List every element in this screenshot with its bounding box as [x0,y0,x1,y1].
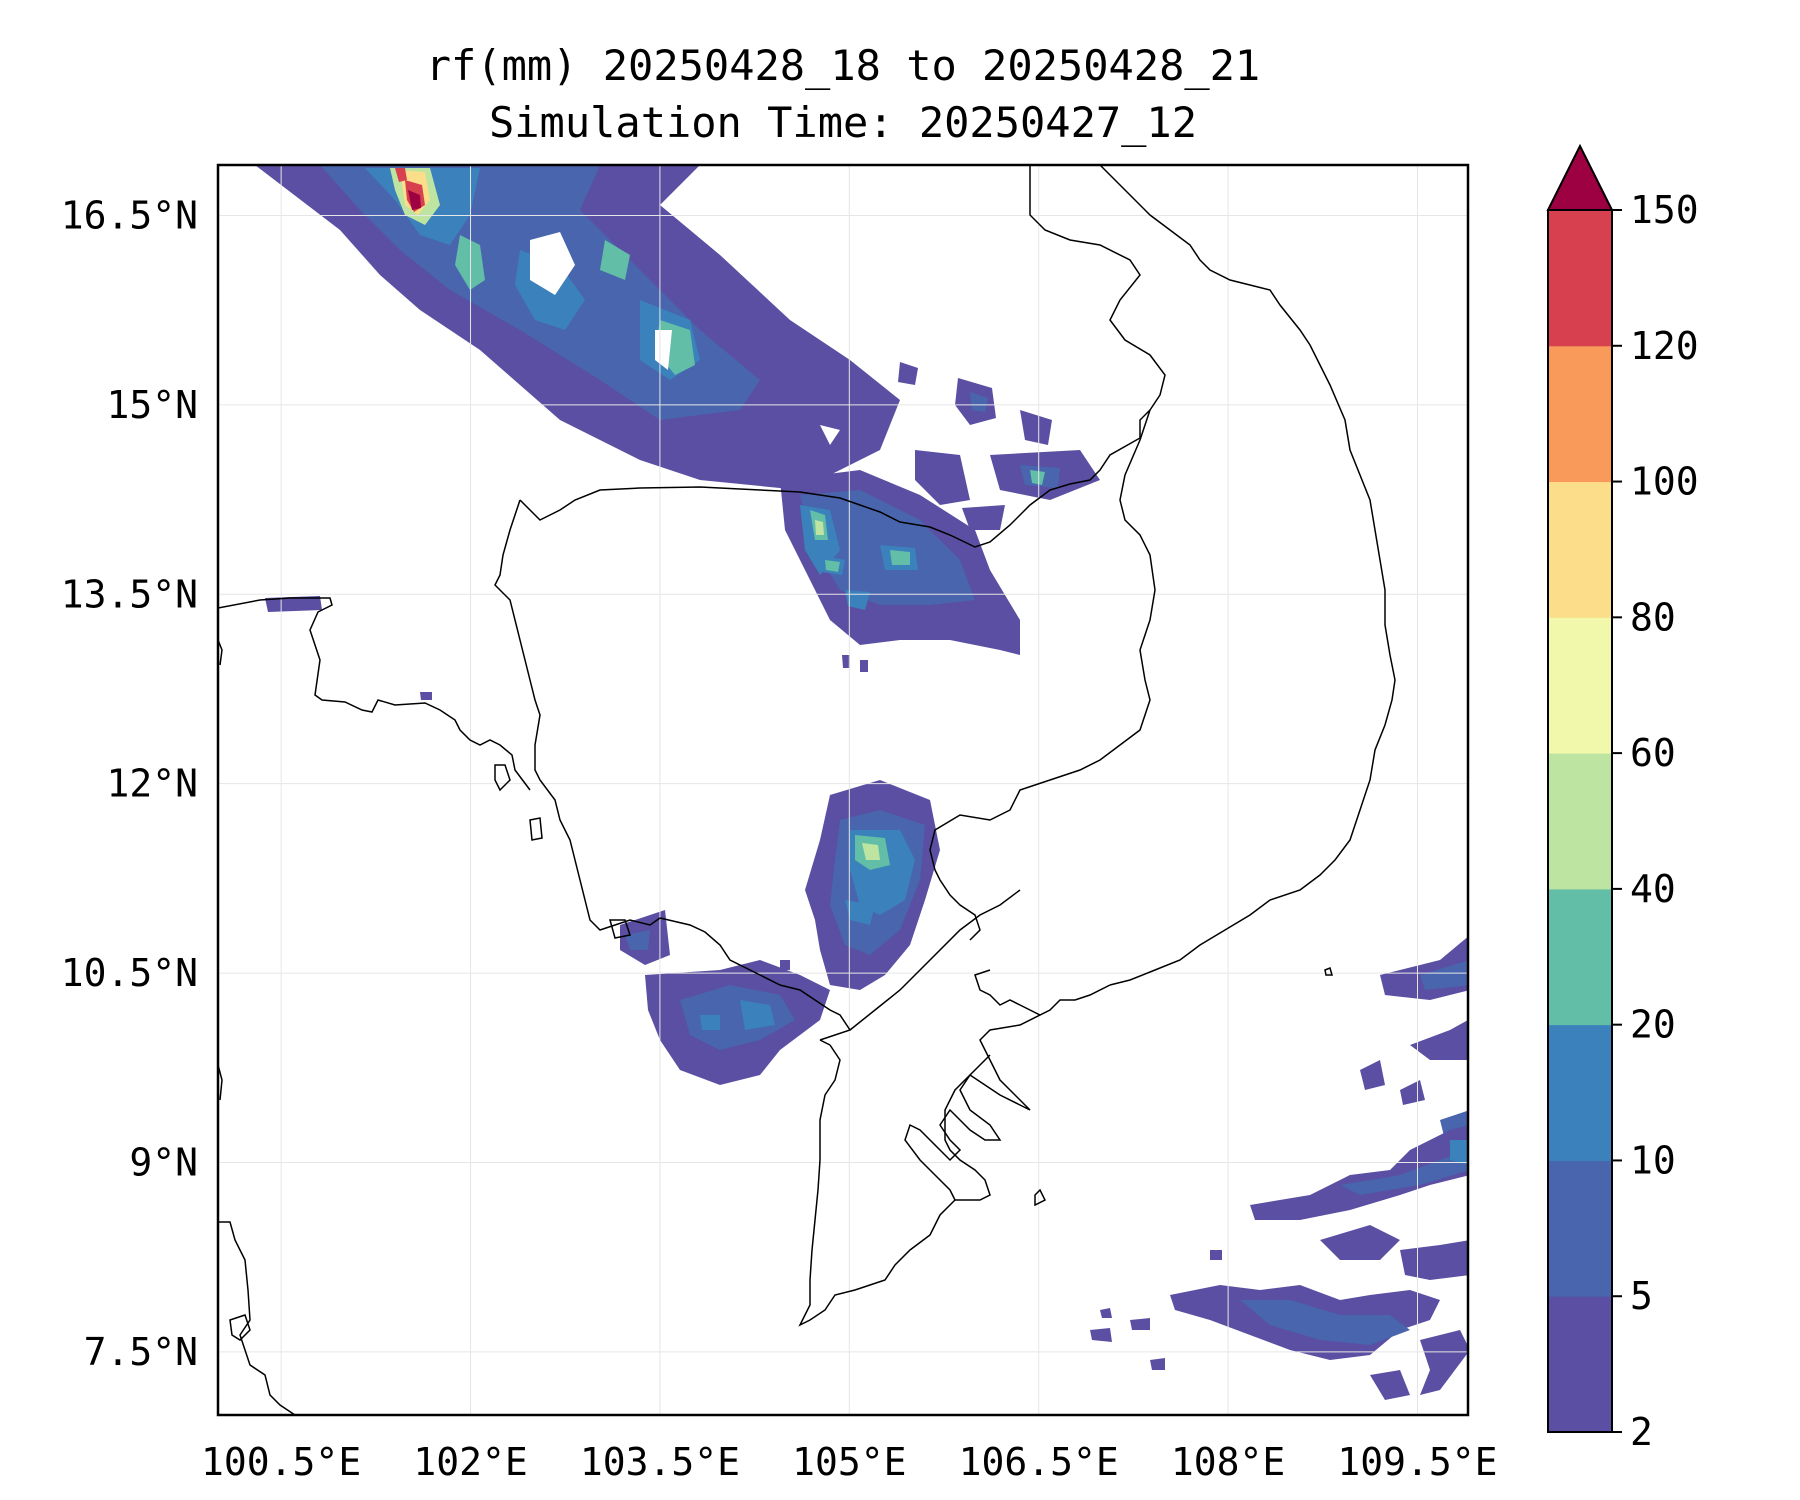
lat-tick-label: 16.5°N [61,194,198,238]
lat-tick-label: 9°N [129,1140,198,1184]
rain-blob-south [805,660,940,990]
lon-tick-label: 108°E [1171,1440,1285,1484]
lat-tick-label: 7.5°N [84,1330,198,1374]
colorbar-segment [1548,617,1612,754]
lat-tick-label: 12°N [106,762,198,806]
colorbar-tick-label: 10 [1630,1138,1676,1182]
colorbar-outline [1547,209,1613,1433]
map-subtitle: Simulation Time: 20250427_12 [488,98,1197,147]
colorbar-tick-label: 100 [1630,460,1699,504]
map-gridlines [218,165,1468,1415]
lon-tick-label: 100.5°E [201,1440,361,1484]
colorbar-segment [1548,1024,1612,1161]
rain-bands-east-sea [1090,936,1468,1400]
lon-tick-label: 105°E [792,1440,906,1484]
lon-tick-label: 102°E [413,1440,527,1484]
rain-blob-central [780,470,1020,655]
map-title: rf(mm) 20250428_18 to 20250428_21 [425,41,1261,90]
colorbar-tick-label: 40 [1630,867,1676,911]
rain-band-northwest [255,165,900,490]
lon-tick-label: 106.5°E [959,1440,1119,1484]
colorbar-tick-label: 20 [1630,1003,1676,1047]
map-area [218,165,1468,1415]
colorbar-segment [1548,1160,1612,1297]
colorbar-tick-label: 150 [1630,188,1699,232]
lat-tick-label: 15°N [106,383,198,427]
lat-tick-label: 13.5°N [61,572,198,616]
colorbar-tick-label: 120 [1630,324,1699,368]
coastlines-borders [218,165,1396,1415]
rainfall-field [255,165,1468,1400]
latitude-axis: 7.5°N 9°N 10.5°N 12°N 13.5°N 15°N 16.5°N [61,194,198,1374]
colorbar-extend-arrow [1546,143,1614,211]
colorbar-segment [1548,888,1612,1026]
lon-tick-label: 109.5°E [1337,1440,1497,1484]
colorbar-tick-label: 2 [1630,1410,1653,1454]
colorbar-segment [1548,210,1612,347]
colorbar: 2 5 10 20 40 60 80 100 120 150 [1546,143,1699,1454]
colorbar-segment [1548,1296,1612,1433]
lon-tick-label: 103.5°E [580,1440,740,1484]
map-frame [216,163,1470,1417]
longitude-axis: 100.5°E 102°E 103.5°E 105°E 106.5°E 108°E 109.… [201,1440,1498,1484]
colorbar-segment [1548,753,1612,890]
colorbar-segment [1548,345,1612,483]
lat-tick-label: 10.5°N [61,951,198,995]
colorbar-segment [1548,481,1612,618]
colorbar-tick-label: 80 [1630,595,1676,639]
rain-blob-gulf [645,960,830,1085]
colorbar-tick-label: 5 [1630,1274,1653,1318]
colorbar-tick-label: 60 [1630,731,1676,775]
